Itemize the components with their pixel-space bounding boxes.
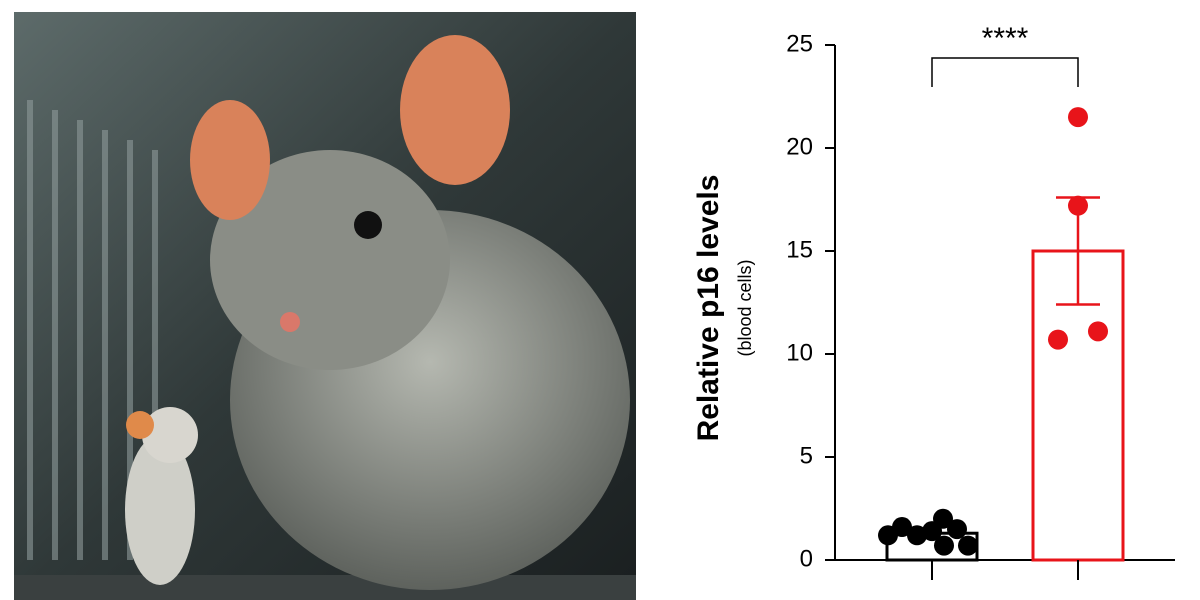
photo <box>14 12 636 600</box>
data-point <box>1048 329 1068 350</box>
y-tick-label: 25 <box>786 30 813 57</box>
significance-label: **** <box>982 22 1029 55</box>
chart: Relative p16 levels (blood cells) **** <box>692 22 1175 561</box>
data-point <box>958 535 978 556</box>
y-axis-label: Relative p16 levels <box>692 175 725 442</box>
data-point <box>1068 195 1088 216</box>
data-point <box>907 525 927 546</box>
data-point <box>933 508 953 529</box>
y-axis-sublabel: (blood cells) <box>735 259 755 356</box>
data-point <box>934 535 954 556</box>
y-tick-label: 10 <box>786 339 813 366</box>
y-tick-label: 15 <box>786 236 813 263</box>
data-point <box>1088 321 1108 342</box>
y-tick-label: 5 <box>800 442 813 469</box>
data-point <box>947 519 967 540</box>
data-point <box>1068 107 1088 128</box>
y-tick-label: 0 <box>800 545 813 572</box>
data-point <box>892 517 912 538</box>
y-tick-label: 20 <box>786 133 813 160</box>
significance-bracket <box>931 57 1079 87</box>
